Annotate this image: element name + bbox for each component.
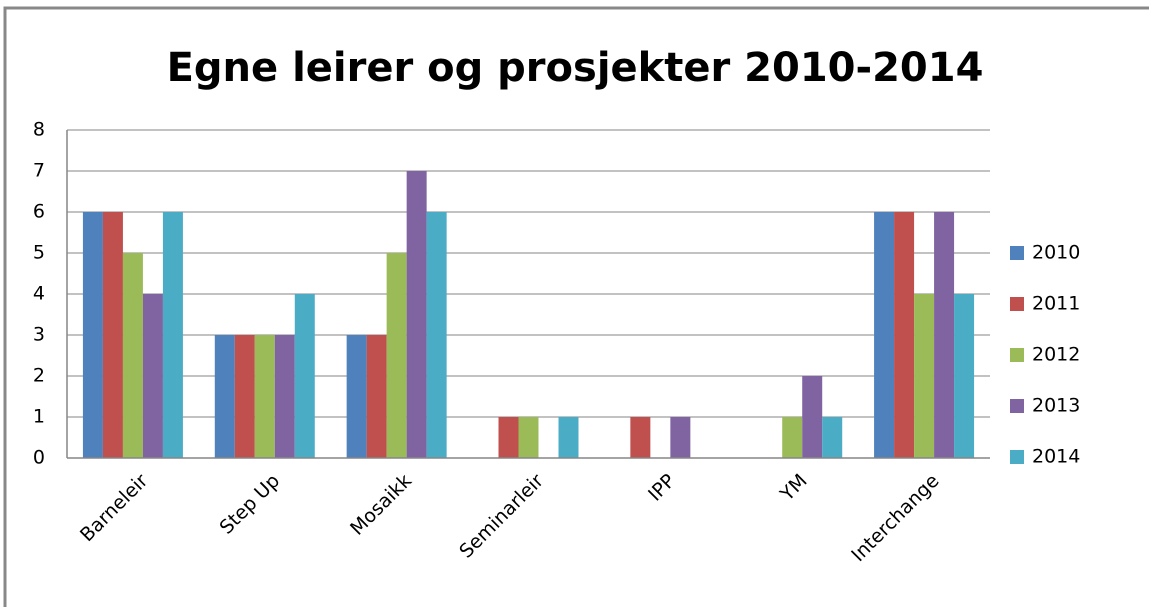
legend-swatch <box>1010 246 1024 260</box>
bar <box>142 294 163 458</box>
y-tick-label: 0 <box>33 447 45 469</box>
y-tick-label: 4 <box>33 283 45 305</box>
bar <box>294 294 315 458</box>
bar <box>630 417 651 458</box>
y-tick-label: 6 <box>33 201 45 223</box>
bar <box>162 212 183 458</box>
bar <box>782 417 803 458</box>
bar <box>214 335 235 458</box>
bar <box>802 376 823 458</box>
bar <box>274 335 295 458</box>
legend-label: 2013 <box>1032 395 1080 417</box>
bar <box>406 171 427 458</box>
bar <box>874 212 895 458</box>
bar <box>122 253 143 458</box>
bar <box>894 212 915 458</box>
bar <box>934 212 955 458</box>
bar <box>386 253 407 458</box>
legend-label: 2011 <box>1032 293 1080 315</box>
bar <box>822 417 843 458</box>
legend-swatch <box>1010 348 1024 362</box>
y-tick-label: 8 <box>33 119 45 141</box>
y-tick-label: 3 <box>33 324 45 346</box>
bar <box>426 212 447 458</box>
legend-label: 2012 <box>1032 344 1080 366</box>
bar <box>670 417 691 458</box>
legend-swatch <box>1010 399 1024 413</box>
y-tick-label: 2 <box>33 365 45 387</box>
bar <box>102 212 123 458</box>
bar <box>254 335 275 458</box>
bar <box>558 417 579 458</box>
y-tick-label: 7 <box>33 160 45 182</box>
bar <box>954 294 975 458</box>
bar <box>366 335 387 458</box>
y-tick-label: 5 <box>33 242 45 264</box>
bar <box>518 417 539 458</box>
chart-title: Egne leirer og prosjekter 2010-2014 <box>167 45 984 91</box>
bar <box>234 335 255 458</box>
y-tick-label: 1 <box>33 406 45 428</box>
bar <box>346 335 367 458</box>
legend-label: 2010 <box>1032 242 1080 264</box>
bar <box>914 294 935 458</box>
legend-swatch <box>1010 297 1024 311</box>
bar <box>82 212 103 458</box>
bar <box>498 417 519 458</box>
legend-label: 2014 <box>1032 446 1080 468</box>
legend-swatch <box>1010 450 1024 464</box>
